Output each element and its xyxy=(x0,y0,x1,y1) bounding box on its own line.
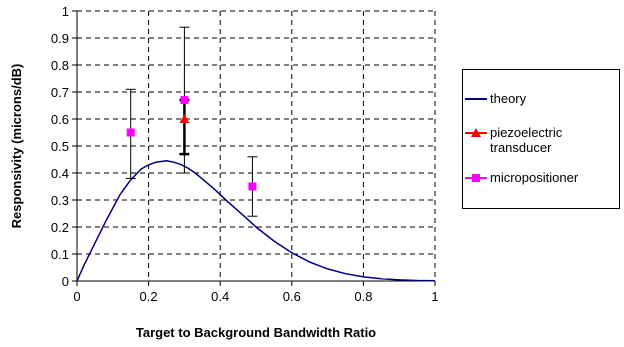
grid xyxy=(77,10,436,281)
legend-label-micropositioner: micropositioner xyxy=(490,170,579,185)
x-tick-label: 0.4 xyxy=(211,289,229,304)
y-tick-label: 0.5 xyxy=(51,139,69,154)
y-tick-label: 0 xyxy=(62,274,69,289)
y-tick-label: 0.4 xyxy=(51,166,69,181)
legend-label-piezoelectric: piezoelectric transducer xyxy=(490,125,563,155)
legend-item-piezoelectric: piezoelectric transducer xyxy=(465,125,562,155)
y-axis-title: Responsivity (microns/dB) xyxy=(9,64,24,229)
y-tick-label: 0.1 xyxy=(51,247,69,262)
legend-triangle-icon xyxy=(465,125,487,141)
theory-line xyxy=(76,160,436,282)
y-tick-label: 0.7 xyxy=(51,85,69,100)
y-tick-label: 0.3 xyxy=(51,193,69,208)
x-tick-label: 1 xyxy=(431,289,438,304)
x-tick-label: 0.6 xyxy=(283,289,301,304)
legend-item-micropositioner: micropositioner xyxy=(465,170,578,186)
x-tick-label: 0.8 xyxy=(354,289,372,304)
y-tick-label: 0.6 xyxy=(51,112,69,127)
x-tick-label: 0 xyxy=(73,289,80,304)
micropositioner-point xyxy=(126,128,135,137)
legend-line-theory xyxy=(465,91,487,107)
y-tick-label: 0.8 xyxy=(51,58,69,73)
series xyxy=(76,26,436,282)
legend-square-icon xyxy=(465,170,487,186)
legend: theory piezoelectric transducer micropos… xyxy=(462,69,620,209)
legend-item-theory: theory xyxy=(465,91,526,107)
axes xyxy=(72,10,436,286)
micropositioner-point xyxy=(248,182,257,191)
y-tick-label: 0.9 xyxy=(51,31,69,46)
y-tick-label: 1 xyxy=(62,4,69,19)
y-tick-label: 0.2 xyxy=(51,220,69,235)
tick-labels: 0 0.2 0.4 0.6 0.8 1 0 0.1 0.2 0.3 0.4 0.5 0.6 0.7 0.8 0… xyxy=(51,4,439,304)
legend-label-theory: theory xyxy=(490,91,527,106)
micropositioner-point xyxy=(180,96,189,105)
x-tick-label: 0.2 xyxy=(140,289,158,304)
x-axis-title: Target to Background Bandwidth Ratio xyxy=(136,325,376,340)
piezoelectric-point xyxy=(179,114,190,123)
